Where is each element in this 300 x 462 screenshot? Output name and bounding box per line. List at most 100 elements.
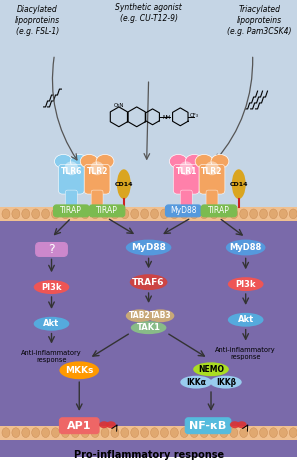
FancyBboxPatch shape	[185, 418, 231, 434]
Ellipse shape	[210, 428, 218, 438]
Ellipse shape	[2, 209, 10, 219]
Ellipse shape	[12, 428, 20, 438]
Ellipse shape	[180, 209, 188, 219]
Ellipse shape	[289, 428, 297, 438]
FancyBboxPatch shape	[84, 164, 110, 194]
Ellipse shape	[289, 209, 297, 219]
FancyBboxPatch shape	[180, 190, 192, 206]
Text: TAB3: TAB3	[150, 311, 171, 320]
Ellipse shape	[226, 240, 266, 255]
Ellipse shape	[96, 154, 114, 168]
Text: Akt: Akt	[238, 315, 254, 324]
Ellipse shape	[210, 209, 218, 219]
Text: CD14: CD14	[115, 182, 133, 187]
Ellipse shape	[90, 161, 104, 175]
Ellipse shape	[230, 428, 238, 438]
Text: IKKβ: IKKβ	[216, 377, 236, 387]
Ellipse shape	[269, 428, 278, 438]
Ellipse shape	[131, 321, 167, 334]
Ellipse shape	[12, 209, 20, 219]
Ellipse shape	[55, 154, 72, 168]
FancyBboxPatch shape	[199, 164, 225, 194]
Ellipse shape	[151, 209, 158, 219]
Ellipse shape	[170, 209, 178, 219]
Ellipse shape	[232, 169, 246, 199]
Ellipse shape	[42, 428, 50, 438]
FancyBboxPatch shape	[59, 418, 99, 434]
FancyBboxPatch shape	[0, 426, 297, 439]
Text: MKKs: MKKs	[65, 366, 93, 375]
Ellipse shape	[70, 154, 88, 168]
Ellipse shape	[269, 209, 278, 219]
Ellipse shape	[185, 154, 203, 168]
FancyBboxPatch shape	[65, 190, 77, 206]
Ellipse shape	[80, 154, 98, 168]
Ellipse shape	[205, 161, 219, 175]
Ellipse shape	[61, 209, 69, 219]
Ellipse shape	[240, 209, 248, 219]
Text: TIRAP: TIRAP	[208, 207, 230, 215]
Text: ?: ?	[48, 243, 55, 256]
Ellipse shape	[190, 428, 198, 438]
Ellipse shape	[131, 209, 139, 219]
Text: Synthetic agonist
(e.g. CU-T12-9): Synthetic agonist (e.g. CU-T12-9)	[115, 3, 182, 23]
Ellipse shape	[147, 310, 174, 322]
Ellipse shape	[130, 274, 167, 290]
Ellipse shape	[52, 209, 59, 219]
Ellipse shape	[32, 428, 40, 438]
Text: Anti-inflammatory
response: Anti-inflammatory response	[215, 347, 276, 360]
Text: PI3k: PI3k	[236, 280, 256, 289]
Ellipse shape	[151, 428, 158, 438]
Ellipse shape	[193, 362, 229, 376]
Ellipse shape	[91, 209, 99, 219]
Ellipse shape	[81, 428, 89, 438]
Text: O₂N: O₂N	[114, 103, 124, 108]
Text: TIRAP: TIRAP	[60, 207, 82, 215]
Ellipse shape	[260, 428, 268, 438]
Ellipse shape	[230, 421, 240, 428]
Ellipse shape	[180, 376, 212, 389]
Ellipse shape	[42, 209, 50, 219]
Ellipse shape	[250, 428, 258, 438]
Ellipse shape	[220, 209, 228, 219]
Text: TLR1: TLR1	[176, 167, 197, 176]
FancyBboxPatch shape	[89, 205, 125, 217]
Ellipse shape	[200, 428, 208, 438]
Text: TAB2: TAB2	[129, 311, 151, 320]
Ellipse shape	[131, 428, 139, 438]
FancyBboxPatch shape	[173, 164, 199, 194]
Text: TLR2: TLR2	[201, 167, 223, 176]
Ellipse shape	[106, 421, 116, 428]
Text: TLR6: TLR6	[61, 167, 82, 176]
Text: TAK1: TAK1	[136, 323, 160, 332]
Ellipse shape	[32, 209, 40, 219]
Text: TRAF6: TRAF6	[132, 278, 165, 286]
Ellipse shape	[101, 428, 109, 438]
Ellipse shape	[34, 280, 69, 294]
Ellipse shape	[220, 428, 228, 438]
Ellipse shape	[211, 154, 229, 168]
Ellipse shape	[195, 154, 213, 168]
Ellipse shape	[190, 209, 198, 219]
Ellipse shape	[64, 161, 78, 175]
Text: MyD88: MyD88	[230, 243, 262, 252]
Polygon shape	[0, 210, 297, 457]
FancyBboxPatch shape	[165, 205, 201, 217]
Text: NEMO: NEMO	[198, 365, 224, 374]
Text: CD14: CD14	[230, 182, 248, 187]
Ellipse shape	[228, 313, 263, 327]
Text: Pro-inflammatory response: Pro-inflammatory response	[74, 450, 224, 461]
Ellipse shape	[71, 428, 79, 438]
Ellipse shape	[22, 209, 30, 219]
Ellipse shape	[237, 421, 247, 428]
Text: AP1: AP1	[67, 421, 92, 431]
Ellipse shape	[200, 209, 208, 219]
Ellipse shape	[111, 209, 119, 219]
Ellipse shape	[121, 209, 129, 219]
FancyBboxPatch shape	[91, 190, 103, 206]
FancyBboxPatch shape	[36, 243, 68, 256]
Ellipse shape	[71, 209, 79, 219]
Ellipse shape	[260, 209, 268, 219]
FancyBboxPatch shape	[206, 190, 218, 206]
Ellipse shape	[179, 161, 193, 175]
